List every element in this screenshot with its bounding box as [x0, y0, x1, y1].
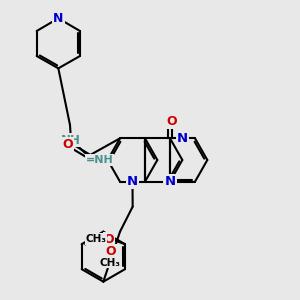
Text: O: O [104, 233, 114, 246]
Text: CH₃: CH₃ [100, 258, 121, 268]
Text: N: N [127, 175, 138, 188]
Text: CH₃: CH₃ [85, 234, 106, 244]
Text: O: O [167, 115, 177, 128]
Text: N: N [53, 12, 64, 25]
Text: =NH: =NH [86, 155, 113, 165]
Text: O: O [62, 137, 73, 151]
Text: NH: NH [61, 134, 81, 146]
Text: N: N [177, 132, 188, 145]
Text: O: O [105, 245, 116, 258]
Text: N: N [164, 175, 175, 188]
